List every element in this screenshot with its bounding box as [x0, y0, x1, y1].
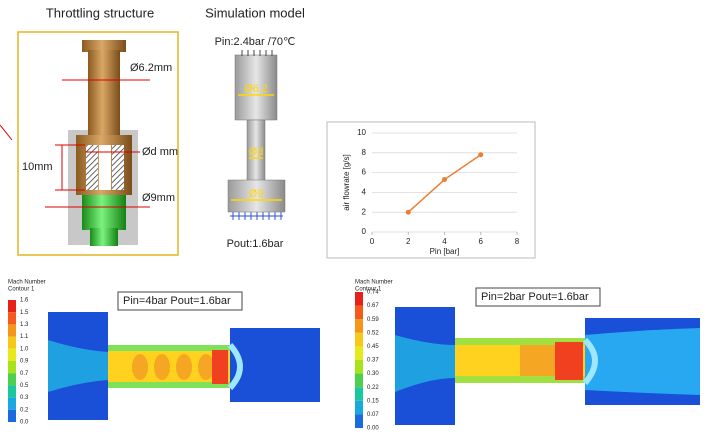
legend-label: 0.37: [367, 358, 379, 364]
legend-label: 1.1: [20, 334, 29, 340]
legend-label: 0.45: [367, 344, 379, 350]
chart-frame: [326, 121, 536, 259]
legend-swatch: [8, 324, 16, 337]
legend-label: 0.52: [367, 330, 379, 336]
legend-swatch: [355, 319, 363, 333]
x-axis-label: Pin [bar]: [430, 247, 460, 256]
outlet-label: Pout:1.6bar: [227, 238, 284, 250]
legend-label: 0.9: [20, 359, 29, 365]
x-tick-label: 4: [442, 237, 447, 246]
legend-swatch: [8, 348, 16, 361]
contour-plot: [395, 287, 700, 425]
legend-swatch: [8, 373, 16, 386]
legend-label: 0.2: [20, 407, 29, 413]
dimension-label: Ø9mm: [142, 192, 175, 204]
section-title: Simulation model: [205, 5, 305, 20]
condition-label: Pin=4bar Pout=1.6bar: [123, 295, 231, 307]
chart: 0 2 4 6 8 10 0 2 4 6 8 Pin [bar] air flowrate [g/s]: [342, 128, 520, 256]
legend-label: 0.30: [367, 371, 379, 377]
dimension-label: Ød: [249, 146, 264, 158]
legend-label: 0.67: [367, 303, 379, 309]
legend-swatch: [8, 312, 16, 325]
x-tick-label: 8: [515, 237, 520, 246]
dimension-label: Ø6.2: [244, 83, 268, 95]
legend-title: Mach Number: [355, 280, 393, 286]
legend-swatch: [355, 292, 363, 306]
legend-swatch: [8, 385, 16, 398]
legend-swatch: [8, 300, 16, 313]
point: [442, 177, 447, 183]
x-tick-label: 2: [406, 237, 411, 246]
dimension-label: Ød mm: [142, 146, 178, 158]
legend-label: 1.5: [20, 310, 29, 316]
throttling-drawing: [0, 31, 179, 256]
legend-label: 1.6: [20, 298, 29, 304]
legend-swatch: [355, 346, 363, 360]
y-axis-label: air flowrate [g/s]: [342, 154, 351, 210]
legend-subtitle: Contour 1: [355, 287, 382, 293]
legend-swatch: [8, 336, 16, 349]
legend-swatch: [355, 387, 363, 401]
legend-swatch: [355, 373, 363, 388]
legend-label: 0.5: [20, 383, 29, 389]
legend-swatch: [355, 305, 363, 320]
legend-swatch: [355, 360, 363, 374]
dimension-label: Ø6.2mm: [130, 62, 172, 74]
x-tick-label: 6: [479, 237, 484, 246]
point: [405, 209, 411, 215]
legend-label: 0.15: [367, 398, 379, 404]
legend-label: 0.7: [20, 371, 29, 377]
legend: 1.6 1.5 1.3 1.1 1.0 0.9 0.7 0.5 0.3 0.2 0.0: [8, 298, 29, 426]
section-title: Throttling structure: [46, 5, 154, 20]
point: [478, 152, 484, 158]
x-tick-label: 0: [370, 237, 375, 246]
legend-title: Mach Number: [8, 280, 46, 286]
y-tick-label: 0: [362, 227, 367, 236]
legend-label: 0.3: [20, 395, 29, 401]
dimension-label: Ø9: [249, 188, 264, 200]
legend-label: 0.74: [367, 290, 379, 296]
simulation-drawing: [227, 50, 286, 220]
legend-swatch: [355, 332, 363, 347]
condition-label: Pin=2bar Pout=1.6bar: [481, 291, 589, 303]
legend-swatch: [8, 361, 16, 374]
contour-plot: [48, 291, 320, 420]
y-tick-label: 10: [357, 128, 366, 137]
y-tick-label: 6: [362, 168, 367, 177]
y-tick-label: 2: [362, 207, 367, 216]
legend-label: 0.07: [367, 412, 379, 418]
legend-label: 0.00: [367, 426, 379, 432]
legend-subtitle: Contour 1: [8, 287, 35, 293]
legend: 0.74 0.67 0.59 0.52 0.45 0.37 0.30 0.22 0.15 0.07…: [355, 290, 379, 432]
legend-swatch: [8, 409, 16, 422]
legend-label: 0.22: [367, 385, 379, 391]
dimension-label: 10mm: [22, 161, 53, 173]
legend-swatch: [355, 400, 363, 415]
y-tick-label: 8: [362, 148, 367, 157]
legend-swatch: [355, 414, 363, 428]
legend-label: 0.59: [367, 317, 379, 323]
legend-swatch: [8, 397, 16, 410]
legend-label: 1.3: [20, 322, 29, 328]
legend-label: 0.0: [20, 420, 29, 426]
y-tick-label: 4: [362, 188, 367, 197]
inlet-label: Pin:2.4bar /70℃: [215, 36, 296, 48]
legend-label: 1.0: [20, 346, 29, 352]
